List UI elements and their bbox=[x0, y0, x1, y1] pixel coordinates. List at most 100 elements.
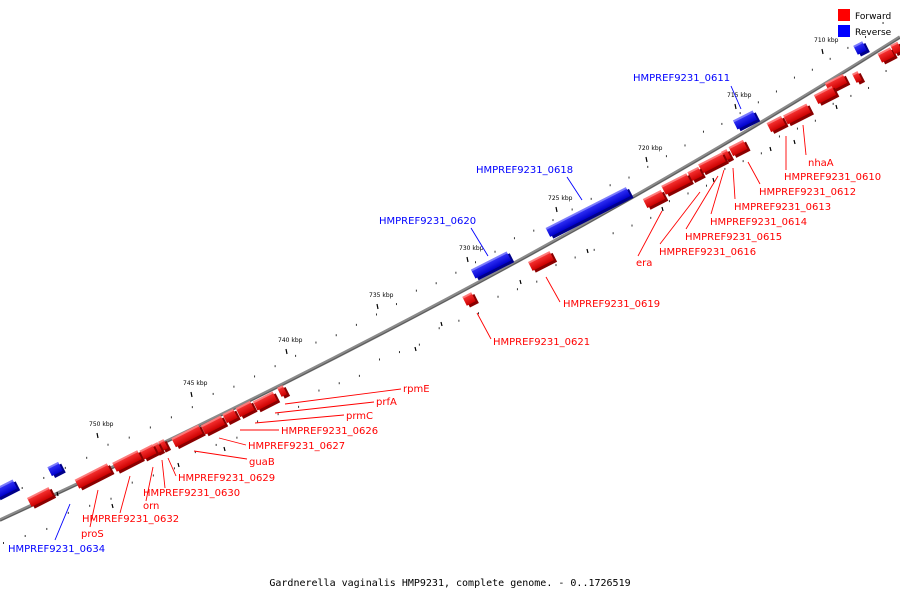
minor-tick bbox=[555, 264, 557, 267]
gene-label[interactable]: HMPREF9231_0613 bbox=[734, 202, 831, 213]
minor-tick bbox=[86, 456, 88, 459]
gene-label[interactable]: HMPREF9231_0630 bbox=[143, 488, 240, 499]
forward-gene-block[interactable] bbox=[235, 400, 258, 420]
forward-gene-block[interactable] bbox=[661, 172, 694, 197]
tick-mark bbox=[661, 206, 664, 212]
gene-label[interactable]: HMPREF9231_0616 bbox=[659, 247, 756, 258]
tick-label: 720 kbp bbox=[638, 145, 663, 152]
genome-backbone-shadow bbox=[0, 37, 900, 522]
gene-label[interactable]: HMPREF9231_0618 bbox=[476, 165, 573, 176]
forward-gene-block[interactable] bbox=[783, 103, 814, 127]
gene-label[interactable]: proS bbox=[81, 529, 104, 540]
minor-tick bbox=[395, 303, 397, 306]
forward-gene-block[interactable] bbox=[112, 449, 145, 474]
gene-label[interactable]: HMPREF9231_0615 bbox=[685, 232, 782, 243]
tick-mark bbox=[835, 104, 838, 110]
gene-label[interactable]: HMPREF9231_0620 bbox=[379, 216, 476, 227]
minor-tick bbox=[110, 497, 112, 500]
forward-gene-block[interactable] bbox=[277, 384, 291, 399]
minor-tick bbox=[702, 130, 704, 133]
forward-gene-block[interactable] bbox=[252, 391, 281, 413]
gene-label[interactable]: HMPREF9231_0629 bbox=[178, 473, 275, 484]
minor-tick bbox=[355, 323, 357, 326]
gene-label[interactable]: prfA bbox=[376, 397, 397, 408]
gene-label[interactable]: HMPREF9231_0632 bbox=[82, 514, 179, 525]
forward-gene-block[interactable] bbox=[852, 70, 866, 85]
minor-tick bbox=[832, 102, 834, 105]
minor-tick bbox=[571, 208, 573, 211]
gene-label-leader bbox=[470, 227, 489, 257]
gene-label-leader bbox=[218, 437, 247, 446]
forward-gene-block[interactable] bbox=[813, 85, 840, 107]
gene-label[interactable]: HMPREF9231_0610 bbox=[784, 172, 881, 183]
forward-gene-block[interactable] bbox=[152, 441, 166, 456]
reverse-gene-block[interactable] bbox=[47, 461, 66, 479]
genome-backbone bbox=[0, 35, 900, 522]
gene-label[interactable]: nhaA bbox=[808, 158, 834, 169]
minor-tick bbox=[494, 250, 496, 253]
gene-label[interactable]: HMPREF9231_0634 bbox=[8, 544, 105, 555]
tick-label: 740 kbp bbox=[278, 337, 303, 344]
minor-tick bbox=[435, 282, 437, 285]
legend-reverse-swatch bbox=[838, 25, 850, 37]
forward-gene-block[interactable] bbox=[687, 166, 706, 184]
gene-layer bbox=[0, 40, 900, 509]
tick-mark bbox=[555, 206, 558, 213]
gene-label-leader bbox=[685, 175, 719, 230]
minor-tick bbox=[173, 467, 175, 470]
tick-mark bbox=[821, 48, 824, 55]
minor-tick bbox=[24, 534, 26, 537]
minor-tick bbox=[593, 248, 595, 251]
forward-gene-block[interactable] bbox=[721, 148, 735, 163]
minor-tick bbox=[796, 127, 798, 130]
reverse-gene-block[interactable] bbox=[853, 40, 870, 57]
minor-tick bbox=[194, 451, 196, 454]
forward-gene-block[interactable] bbox=[222, 408, 241, 426]
minor-tick bbox=[64, 466, 66, 469]
forward-gene-block[interactable] bbox=[74, 462, 115, 491]
minor-tick bbox=[847, 46, 849, 49]
minor-tick bbox=[21, 486, 23, 489]
reverse-gene-block[interactable] bbox=[545, 186, 634, 239]
gene-label[interactable]: orn bbox=[143, 501, 159, 512]
gene-label[interactable]: HMPREF9231_0612 bbox=[759, 187, 856, 198]
gene-label-leader bbox=[193, 450, 248, 460]
gene-label[interactable]: HMPREF9231_0626 bbox=[281, 426, 378, 437]
gene-label-leader bbox=[284, 388, 402, 405]
gene-label[interactable]: rpmE bbox=[403, 384, 430, 395]
tick-mark bbox=[177, 462, 180, 468]
forward-gene-block[interactable] bbox=[890, 41, 900, 57]
forward-gene-block[interactable] bbox=[171, 424, 206, 450]
forward-gene-block[interactable] bbox=[200, 415, 229, 437]
forward-gene-block[interactable] bbox=[528, 250, 558, 273]
minor-tick bbox=[418, 343, 420, 346]
reverse-gene-block[interactable] bbox=[0, 479, 21, 501]
minor-tick bbox=[497, 295, 499, 298]
minor-tick bbox=[254, 375, 256, 378]
forward-gene-block[interactable] bbox=[158, 438, 172, 453]
gene-label[interactable]: guaB bbox=[249, 457, 275, 468]
forward-gene-block[interactable] bbox=[728, 139, 751, 159]
gene-label[interactable]: HMPREF9231_0611 bbox=[633, 73, 730, 84]
forward-gene-block[interactable] bbox=[766, 115, 789, 135]
gene-label[interactable]: HMPREF9231_0614 bbox=[710, 217, 807, 228]
gene-label[interactable]: prmC bbox=[346, 411, 373, 422]
gene-label[interactable]: HMPREF9231_0627 bbox=[248, 441, 345, 452]
minor-tick bbox=[724, 167, 726, 170]
gene-label[interactable]: era bbox=[636, 258, 652, 269]
forward-gene-block[interactable] bbox=[27, 486, 57, 509]
forward-gene-block[interactable] bbox=[698, 152, 729, 176]
gene-label-layer: HMPREF9231_0611 nhaA HMPREF9231_0610 HMPREF… bbox=[8, 73, 881, 555]
reverse-gene-block[interactable] bbox=[732, 110, 761, 132]
forward-gene-block[interactable] bbox=[877, 46, 898, 65]
forward-gene-block[interactable] bbox=[462, 291, 479, 308]
reverse-gene-block[interactable] bbox=[470, 251, 515, 282]
gene-label[interactable]: HMPREF9231_0619 bbox=[563, 299, 660, 310]
minor-tick bbox=[335, 334, 337, 337]
forward-gene-block[interactable] bbox=[642, 189, 669, 211]
gene-label[interactable]: HMPREF9231_0621 bbox=[493, 337, 590, 348]
minor-tick bbox=[668, 200, 670, 203]
gene-label-leader bbox=[545, 276, 561, 303]
forward-gene-block[interactable] bbox=[139, 443, 160, 462]
